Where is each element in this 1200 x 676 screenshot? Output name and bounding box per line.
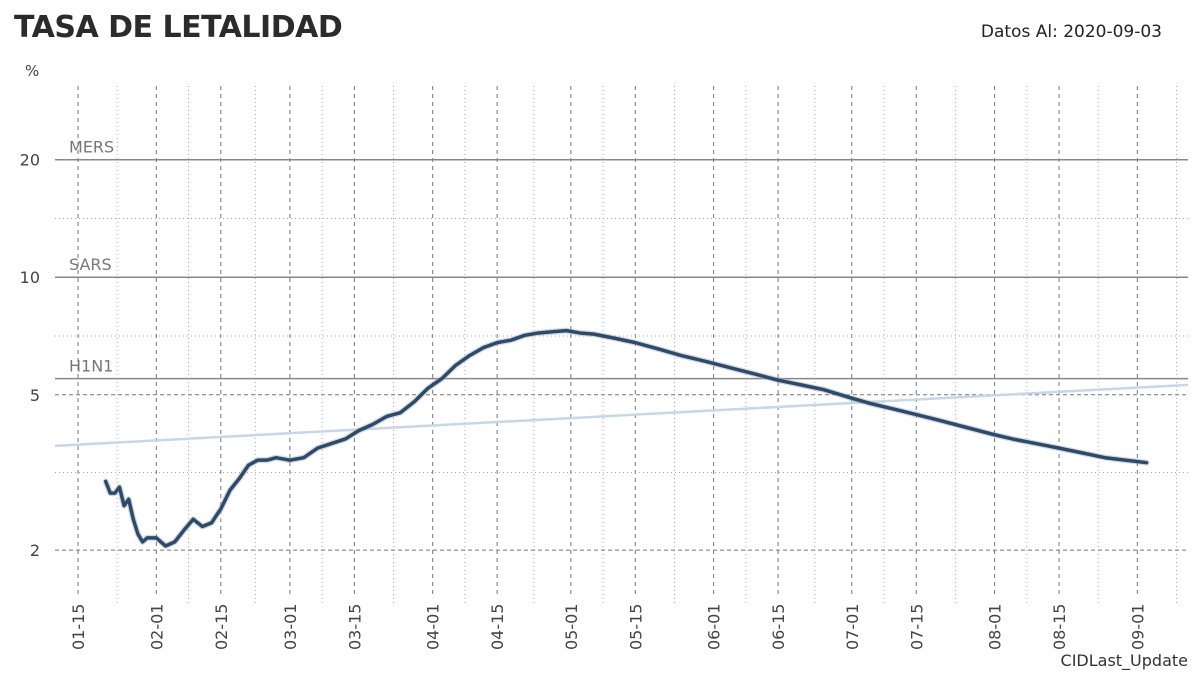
x-tick-label: 06-15 [769,604,788,651]
x-tick-label: 03-01 [281,604,300,651]
x-tick-label: 07-01 [843,604,862,651]
x-tick-label: 08-01 [986,603,1005,650]
x-tick-label: 06-01 [705,604,724,651]
x-tick-label: 07-15 [907,604,926,651]
x-tick-label: 05-15 [626,604,645,651]
y-tick-label: 5 [30,386,40,405]
last-update-label: CIDLast_Update [1060,651,1188,670]
series-layer [54,327,1189,549]
reference-label-sars: SARS [69,255,112,274]
y-axis-unit-label: % [25,62,40,80]
y-tick-label: 20 [20,151,40,170]
axis-layer: 2 5 10 20 01-15 02-01 02-15 03-01 03-15 04-01 04-1… [20,151,1148,650]
chart-title: TASA DE LETALIDAD [14,10,343,45]
reference-label-h1n1: H1N1 [69,357,113,376]
x-tick-label: 01-15 [69,604,88,651]
x-tick-label: 09-01 [1128,604,1147,651]
y-tick-label: 10 [20,268,40,287]
x-tick-label: 04-15 [488,604,507,651]
data-date-label: Datos Al: 2020-09-03 [980,22,1162,42]
trend-line [54,383,1189,448]
main-series-line [103,328,1149,548]
x-tick-label: 04-01 [424,604,443,651]
grid-layer [55,86,1188,606]
reference-lines: MERS SARS H1N1 [55,138,1188,380]
reference-label-mers: MERS [69,138,114,157]
x-tick-label: 02-15 [212,604,231,651]
main-series-shadow [102,327,1150,549]
x-tick-label: 02-01 [147,604,166,651]
y-tick-label: 2 [30,541,40,560]
x-tick-label: 03-15 [345,604,364,651]
x-tick-label: 05-01 [562,604,581,651]
x-tick-label: 08-15 [1050,604,1069,651]
